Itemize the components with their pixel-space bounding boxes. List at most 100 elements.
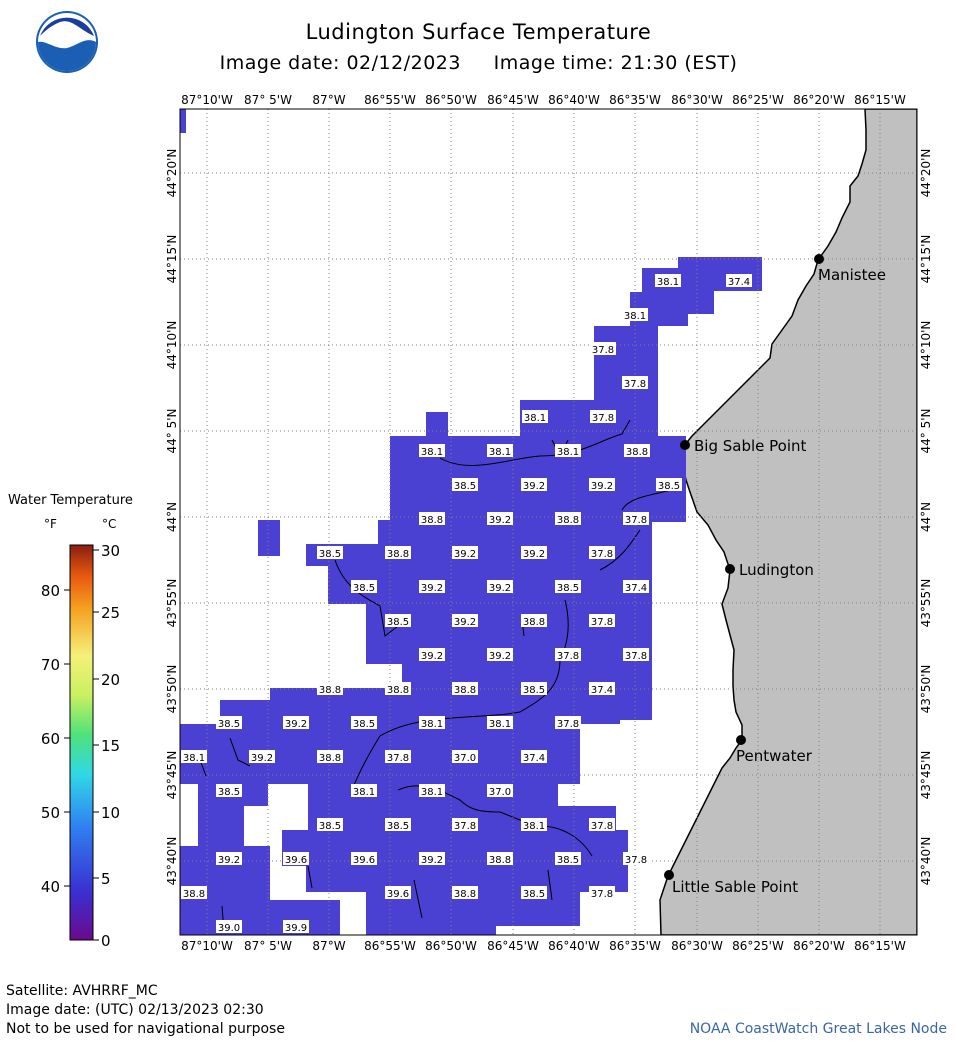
temp-label-text: 39.2: [421, 855, 443, 866]
temp-label-text: 38.5: [387, 821, 409, 832]
temp-label: 39.2: [487, 512, 513, 526]
temp-label-box: [487, 716, 513, 729]
lat-label: 44°10'N: [165, 321, 179, 370]
temp-label-text: 39.2: [421, 583, 443, 594]
c-tick: 10: [101, 804, 120, 822]
latitude-labels-right: 44°20'N 44°15'N 44°10'N 44° 5'N 44°N 43°…: [919, 149, 933, 886]
lat-label: 44°20'N: [919, 149, 933, 198]
temp-label: 38.5: [216, 784, 242, 798]
temp-label-text: 37.8: [557, 719, 579, 730]
c-tick: 20: [101, 671, 120, 689]
lon-label: 87°W: [312, 939, 345, 953]
temp-label-text: 38.8: [421, 515, 443, 526]
temp-label-box: [385, 818, 411, 831]
temp-label: 38.1: [555, 444, 581, 458]
temp-label-box: [452, 478, 478, 491]
temp-label-text: 38.8: [319, 753, 341, 764]
lat-label: 44°10'N: [919, 321, 933, 370]
lon-label: 86°35'W: [609, 939, 661, 953]
temp-label-text: 38.1: [489, 447, 511, 458]
temp-label-text: 37.8: [624, 379, 646, 390]
temp-label: 38.5: [351, 716, 377, 730]
place-label-big-sable-point: Big Sable Point: [694, 437, 807, 455]
temp-label-text: 38.1: [524, 413, 546, 424]
temp-label: 38.1: [522, 410, 548, 424]
utc-image-date: Image date: (UTC) 02/13/2023 02:30: [6, 1002, 264, 1018]
temp-label-text: 37.8: [591, 821, 613, 832]
temp-label-box: [216, 920, 242, 933]
temp-label-text: 39.6: [353, 855, 375, 866]
temp-label: 38.1: [419, 784, 445, 798]
temp-label-text: 38.5: [319, 549, 341, 560]
c-tick: 0: [101, 932, 111, 950]
temp-label-text: 38.1: [421, 719, 443, 730]
temp-label-box: [452, 546, 478, 559]
temp-label-text: 39.2: [454, 617, 476, 628]
place-markers: Manistee Big Sable Point Ludington Pentw…: [664, 254, 886, 896]
temp-label-text: 38.8: [523, 617, 545, 628]
c-tick: 25: [101, 604, 120, 622]
temp-label-text: 38.5: [387, 617, 409, 628]
temp-label-text: 39.6: [387, 889, 409, 900]
temp-label: 38.1: [419, 444, 445, 458]
temp-label-box: [622, 308, 648, 321]
temp-label-box: [419, 580, 445, 593]
temp-label-box: [623, 648, 649, 661]
temp-label-text: 38.8: [319, 685, 341, 696]
temp-label-text: 39.2: [489, 651, 511, 662]
temp-label: 39.2: [283, 716, 309, 730]
temp-label: 39.0: [216, 920, 242, 934]
temp-label: 38.8: [555, 512, 581, 526]
temp-label-box: [317, 546, 343, 559]
place-dot-icon: [814, 254, 824, 264]
temp-label-box: [589, 614, 615, 627]
place-dot-icon: [736, 735, 746, 745]
disclaimer: Not to be used for navigational purpose: [6, 1021, 285, 1037]
temp-label-text: 38.5: [353, 583, 375, 594]
image-date-time: Image date: 02/12/2023 Image time: 21:30…: [219, 52, 738, 74]
temp-label-text: 37.4: [728, 277, 750, 288]
lon-label: 87°10'W: [181, 939, 233, 953]
temp-label-text: 38.8: [387, 685, 409, 696]
lon-label: 86°45'W: [487, 93, 539, 107]
temp-label: 38.8: [452, 886, 478, 900]
temp-label-text: 38.5: [454, 481, 476, 492]
legend-unit-fahrenheit: °F: [44, 517, 57, 531]
temp-label-box: [487, 512, 513, 525]
temp-label: 37.8: [590, 410, 616, 424]
lat-label: 43°45'N: [165, 751, 179, 800]
temp-label-text: 39.2: [591, 481, 613, 492]
temp-label: 38.1: [655, 274, 681, 288]
longitude-labels-bottom: 87°10'W 87° 5'W 87°W 86°55'W 86°50'W 86°…: [181, 939, 906, 953]
temp-label: 38.1: [487, 716, 513, 730]
temp-label: 38.1: [521, 818, 547, 832]
lat-label: 43°50'N: [165, 665, 179, 714]
temp-label: 39.6: [385, 886, 411, 900]
f-tick: 70: [41, 656, 60, 674]
temp-label: 39.2: [419, 580, 445, 594]
temp-label-box: [555, 512, 581, 525]
temp-label: 38.5: [351, 580, 377, 594]
temp-label-text: 39.9: [285, 923, 307, 934]
temp-label-box: [522, 410, 548, 423]
temp-label: 37.8: [555, 716, 581, 730]
temp-label: 37.4: [623, 580, 649, 594]
lon-label: 87° 5'W: [244, 939, 292, 953]
temp-label: 38.5: [317, 546, 343, 560]
temp-label-text: 38.5: [218, 719, 240, 730]
temp-label: 39.2: [419, 648, 445, 662]
temp-label: 38.5: [555, 580, 581, 594]
temp-label-text: 38.1: [353, 787, 375, 798]
temp-label-box: [521, 886, 547, 899]
temp-label-box: [521, 478, 547, 491]
temp-label-box: [487, 852, 513, 865]
temp-label-box: [623, 580, 649, 593]
lon-label: 86°30'W: [671, 93, 723, 107]
temp-label-box: [419, 784, 445, 797]
temp-label: 38.8: [385, 682, 411, 696]
temp-label: 39.2: [487, 580, 513, 594]
temp-label: 38.8: [487, 852, 513, 866]
temp-label-box: [385, 614, 411, 627]
temp-label-text: 37.8: [387, 753, 409, 764]
temp-label: 37.8: [589, 546, 615, 560]
